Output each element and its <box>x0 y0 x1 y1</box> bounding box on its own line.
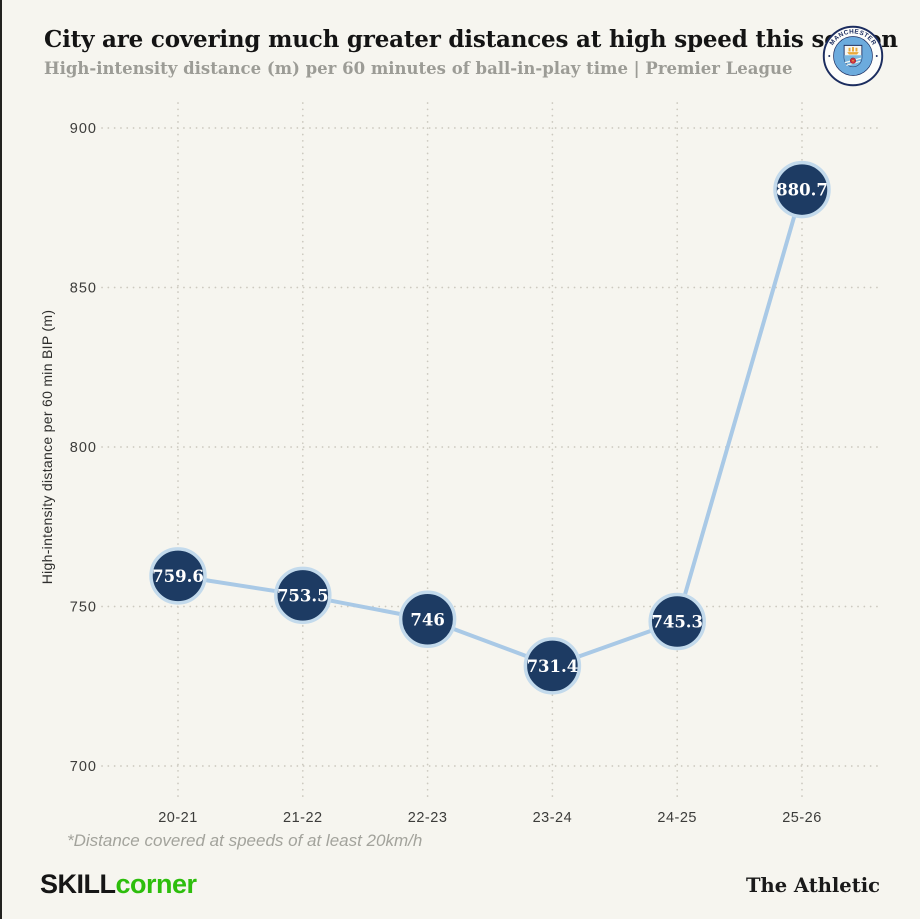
data-point-label: 746 <box>410 610 444 629</box>
data-point <box>149 547 207 605</box>
skillcorner-logo-skill: SKILL <box>40 869 116 899</box>
y-tick-label: 900 <box>70 121 97 137</box>
data-point <box>274 566 332 625</box>
manchester-city-logo: MANCHESTER CITY <box>822 25 884 87</box>
x-tick-label: 23-24 <box>533 810 573 826</box>
skillcorner-logo-corner: corner <box>115 869 198 899</box>
data-point <box>398 590 457 649</box>
footnote: *Distance covered at speeds of at least … <box>67 831 423 850</box>
skillcorner-logo: SKILLcorner <box>40 869 197 900</box>
data-point-label: 880.7 <box>776 181 828 200</box>
data-point <box>523 637 582 695</box>
x-tick-label: 20-21 <box>158 810 198 826</box>
x-tick-label: 21-22 <box>283 810 323 826</box>
y-tick-label: 700 <box>70 759 97 775</box>
y-axis-title: High-intensity distance per 60 min BIP (… <box>39 310 55 585</box>
data-point-label: 753.5 <box>277 586 329 605</box>
crest-ship-icon <box>847 47 859 55</box>
trend-line <box>177 189 804 668</box>
data-point-label: 731.4 <box>527 657 579 676</box>
the-athletic-logo: The Athletic <box>746 874 880 897</box>
x-tick-label: 22-23 <box>408 810 448 826</box>
y-tick-label: 850 <box>70 281 97 297</box>
chart-title: City are covering much greater distances… <box>44 26 898 53</box>
crest-rose-icon <box>849 57 857 64</box>
x-tick-label: 25-26 <box>782 810 822 826</box>
y-tick-label: 800 <box>70 440 97 456</box>
club-crest-icon: MANCHESTER CITY <box>822 25 884 87</box>
y-tick-label: 750 <box>70 600 97 616</box>
chart-subtitle: High-intensity distance (m) per 60 minut… <box>44 59 793 78</box>
left-edge-line <box>0 0 2 919</box>
data-point <box>773 160 831 219</box>
data-point <box>648 592 706 651</box>
x-tick-label: 24-25 <box>657 810 697 826</box>
data-point-label: 759.6 <box>152 567 204 586</box>
data-point-label: 745.3 <box>651 612 703 631</box>
